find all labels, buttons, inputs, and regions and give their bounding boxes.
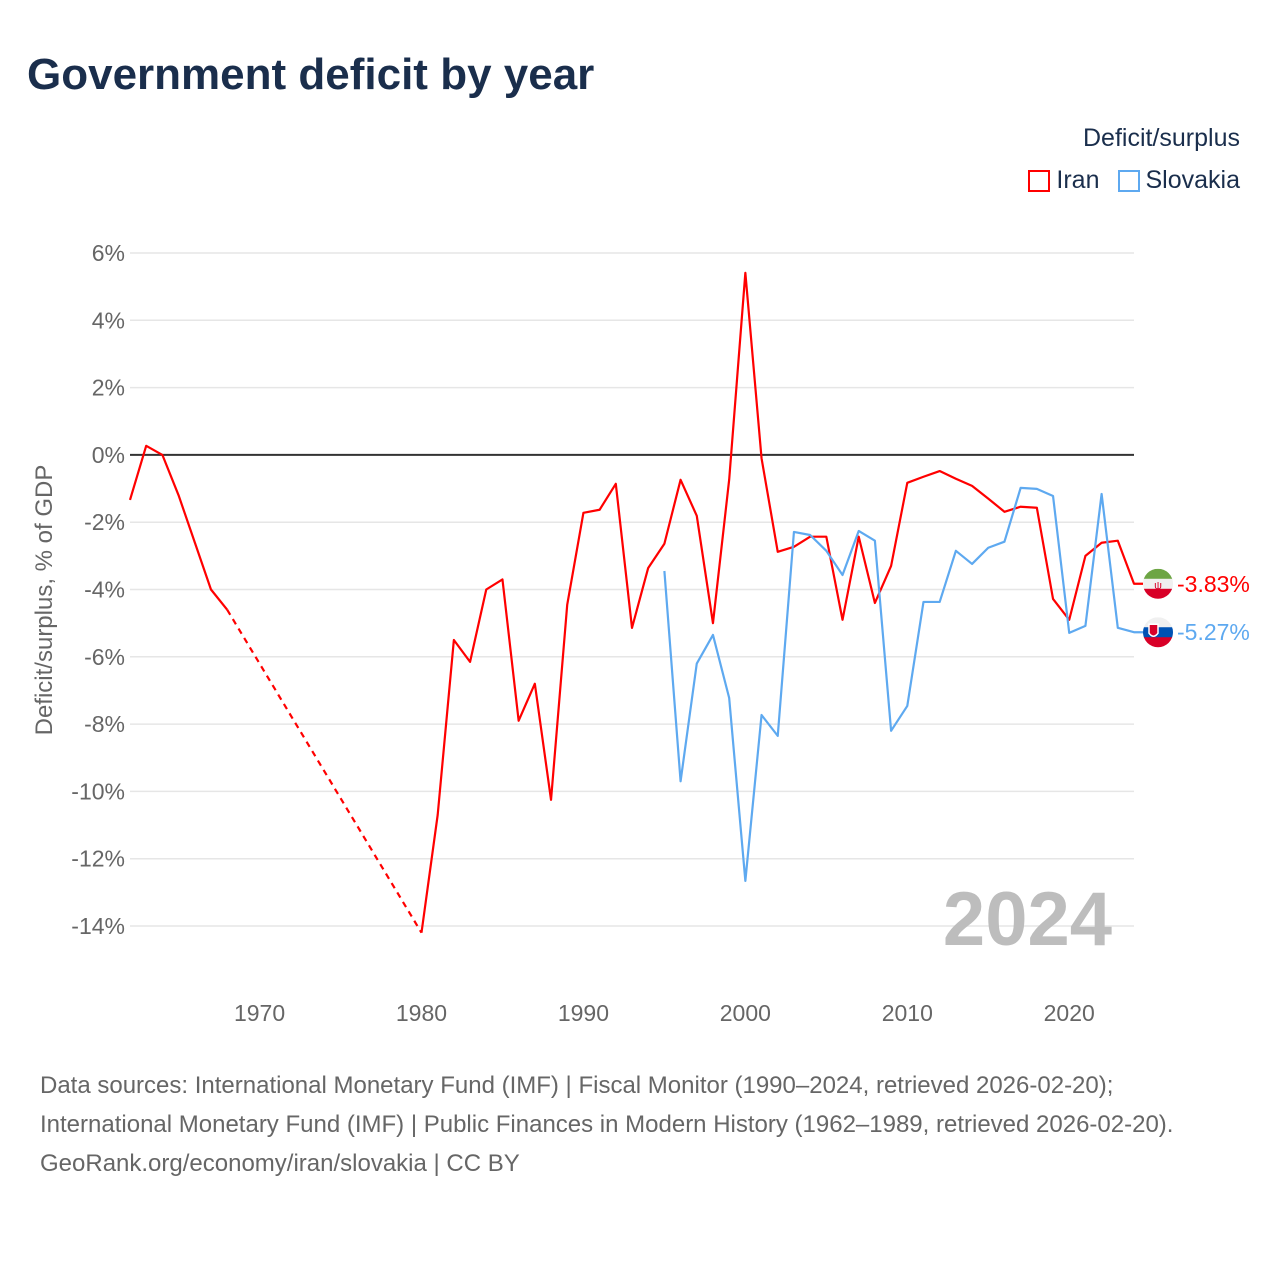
- flag-iran-icon: ψ: [1143, 568, 1173, 599]
- y-tick-label: -12%: [71, 846, 125, 872]
- y-tick-label: -2%: [84, 509, 125, 535]
- legend: Iran Slovakia: [1028, 166, 1240, 195]
- x-tick-label: 1970: [234, 1000, 285, 1026]
- y-tick-label: 4%: [92, 307, 125, 333]
- end-label-iran: -3.83%: [1177, 571, 1250, 597]
- y-tick-label: 2%: [92, 375, 125, 401]
- y-tick-label: -6%: [84, 644, 125, 670]
- footer: Data sources: International Monetary Fun…: [40, 1066, 1240, 1183]
- end-label-slovakia: -5.27%: [1177, 619, 1250, 645]
- x-tick-label: 1990: [558, 1000, 609, 1026]
- attribution-link[interactable]: GeoRank.org/economy/iran/slovakia | CC B…: [40, 1150, 520, 1177]
- series-line-slovakia: [663, 486, 1143, 883]
- x-tick-label: 2010: [882, 1000, 933, 1026]
- x-tick-label: 2020: [1044, 1000, 1095, 1026]
- legend-label-iran: Iran: [1056, 166, 1100, 194]
- y-tick-label: -4%: [84, 577, 125, 603]
- legend-item-slovakia[interactable]: Slovakia: [1117, 166, 1241, 195]
- y-tick-label: -10%: [71, 778, 125, 804]
- year-watermark: 2024: [943, 877, 1112, 962]
- data-sources: Data sources: International Monetary Fun…: [40, 1072, 1174, 1138]
- legend-item-iran[interactable]: Iran: [1028, 166, 1100, 195]
- y-axis-label: Deficit/surplus, % of GDP: [31, 465, 58, 736]
- svg-text:ψ: ψ: [1154, 580, 1162, 592]
- series-line-iran: [420, 271, 1143, 933]
- y-tick-label: -14%: [71, 913, 125, 939]
- series-line-iran: [128, 444, 229, 611]
- y-tick-label: 0%: [92, 442, 125, 468]
- legend-title: Deficit/surplus: [1083, 124, 1240, 152]
- legend-label-slovakia: Slovakia: [1145, 166, 1241, 194]
- flag-slovakia-icon: [1143, 617, 1173, 648]
- chart-title: Government deficit by year: [27, 50, 595, 99]
- legend-swatch-iran: [1028, 169, 1051, 192]
- legend-swatch-slovakia: [1117, 169, 1140, 192]
- x-tick-label: 1980: [396, 1000, 447, 1026]
- x-tick-label: 2000: [720, 1000, 771, 1026]
- series-dashed-gap-iran: [226, 609, 423, 934]
- y-tick-label: 6%: [92, 240, 125, 266]
- y-tick-label: -8%: [84, 711, 125, 737]
